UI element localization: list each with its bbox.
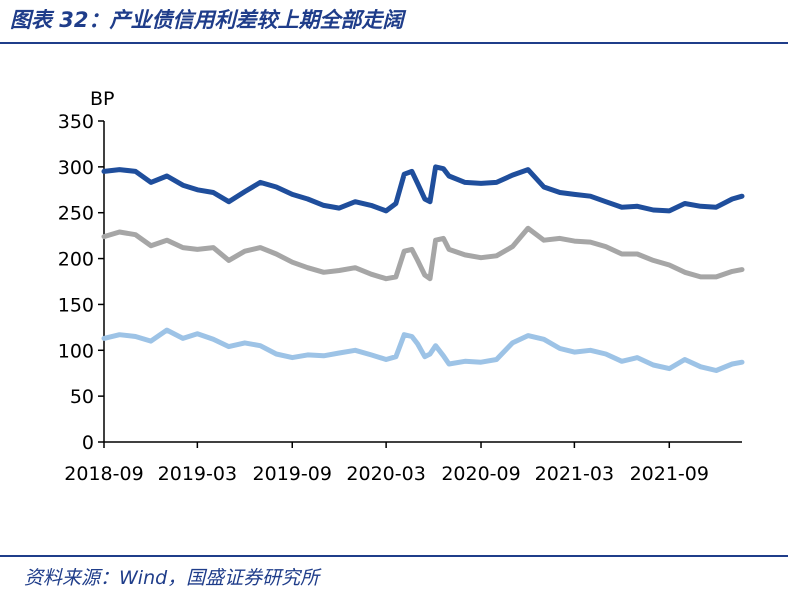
y-axis-label: BP [90,88,115,110]
series-line-3 [101,327,745,373]
x-tick-label: 2020-03 [346,463,425,485]
plot-area [101,164,745,373]
x-tick-label: 2019-03 [158,463,237,485]
y-tick-label: 0 [82,432,94,454]
figure-title: 图表 32：产业债信用利差较上期全部走阔 [10,8,404,32]
x-tick-label: 2018-09 [64,463,143,485]
source-rule [0,555,788,557]
y-tick-label: 150 [58,294,94,316]
chart-axes: 0 50 100 150 200 250 300 350 2018-09 2019-03 2019-… [58,111,742,485]
y-tick-label: 250 [58,203,94,225]
title-rule [0,42,788,44]
x-tick-label: 2020-09 [441,463,520,485]
y-tick-label: 100 [58,340,94,362]
series-line-2 [101,225,745,282]
x-tick-label: 2019-09 [253,463,332,485]
x-tick-label: 2021-03 [535,463,614,485]
y-tick-label: 50 [70,386,94,408]
source-note: 资料来源：Wind，国盛证券研究所 [24,567,320,589]
y-tick-label: 300 [58,157,94,179]
y-tick-label: 350 [58,111,94,133]
x-tick-label: 2021-09 [630,463,709,485]
series-line-1 [101,164,745,214]
y-tick-label: 200 [58,249,94,271]
